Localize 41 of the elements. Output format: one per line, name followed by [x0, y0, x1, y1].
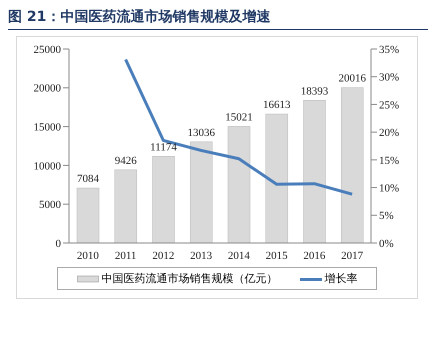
- data-label: 13036: [188, 126, 216, 139]
- y2-tick-label: 5%: [379, 210, 394, 222]
- y-tick-label: 0: [56, 238, 62, 250]
- y2-tick-label: 20%: [379, 127, 400, 140]
- bar: [265, 114, 288, 243]
- y-tick-label: 10000: [34, 160, 62, 172]
- y-tick-label: 25000: [34, 44, 62, 56]
- data-label: 7084: [77, 173, 100, 186]
- data-label: 18393: [300, 85, 329, 98]
- bar: [190, 142, 213, 243]
- legend-label: 中国医药流通市场销售规模（亿元）: [100, 271, 278, 286]
- x-tick-label: 2016: [303, 250, 326, 262]
- data-label: 9426: [114, 154, 138, 167]
- chart-title: 图 21：中国医药流通市场销售规模及增速: [8, 8, 428, 30]
- y2-tick-label: 0%: [379, 238, 394, 250]
- bar: [303, 100, 326, 243]
- bar: [114, 170, 138, 243]
- y2-tick-label: 35%: [379, 44, 400, 56]
- y-tick-label: 5000: [39, 199, 62, 212]
- data-label: 20016: [338, 72, 366, 85]
- y-tick-label: 15000: [34, 122, 62, 134]
- y2-tick-label: 25%: [379, 99, 400, 112]
- y2-tick-label: 10%: [379, 182, 400, 194]
- y-tick-label: 20000: [34, 82, 62, 95]
- data-label: 11174: [150, 141, 178, 154]
- y2-tick-label: 30%: [379, 72, 400, 84]
- legend-label: 增长率: [324, 271, 358, 286]
- x-tick-label: 2010: [76, 250, 100, 262]
- x-tick-label: 2012: [152, 250, 174, 262]
- x-tick-label: 2013: [190, 250, 213, 262]
- x-tick-label: 2011: [114, 250, 136, 262]
- bar: [228, 126, 250, 243]
- y2-tick-label: 15%: [379, 154, 400, 167]
- data-label: 16613: [263, 99, 291, 112]
- bar: [340, 87, 364, 243]
- x-tick-label: 2017: [341, 250, 364, 262]
- data-label: 15021: [225, 111, 253, 124]
- x-tick-label: 2014: [228, 250, 250, 262]
- bar: [152, 156, 175, 243]
- x-tick-label: 2015: [266, 250, 288, 262]
- bar: [76, 188, 100, 243]
